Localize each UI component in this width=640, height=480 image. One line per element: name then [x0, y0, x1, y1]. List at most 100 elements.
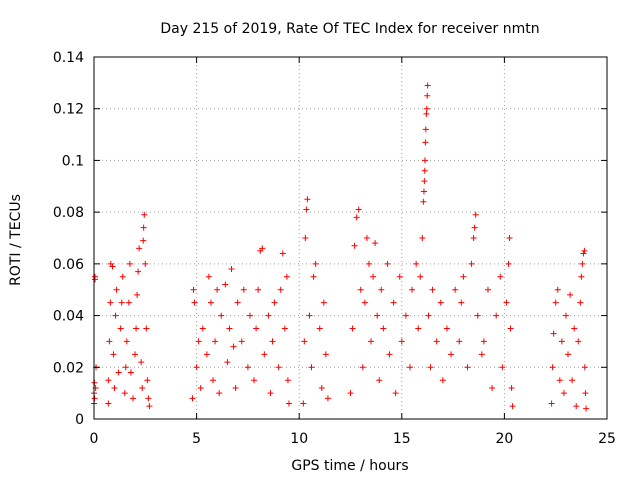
data-point	[197, 384, 204, 391]
data-point	[392, 390, 399, 397]
data-point	[112, 312, 119, 319]
data-point	[255, 286, 262, 293]
data-point	[214, 286, 221, 293]
data-point	[304, 196, 311, 203]
data-point	[554, 286, 561, 293]
y-tick-label: 0.04	[53, 309, 84, 325]
data-point	[111, 384, 118, 391]
data-point	[548, 400, 555, 407]
data-point	[413, 260, 420, 267]
data-point	[420, 198, 427, 205]
data-point	[301, 338, 308, 345]
data-point	[497, 273, 504, 280]
data-point	[306, 312, 313, 319]
y-tick-label: 0.14	[53, 50, 84, 66]
data-point	[484, 286, 491, 293]
data-point	[139, 384, 146, 391]
data-point	[419, 235, 426, 241]
data-point	[489, 384, 496, 391]
data-point	[140, 237, 147, 244]
data-point	[421, 157, 428, 164]
data-point	[374, 312, 381, 319]
data-point	[142, 260, 149, 267]
data-point	[244, 364, 251, 371]
data-point	[253, 325, 260, 332]
data-point	[226, 325, 233, 332]
data-point	[558, 338, 565, 345]
data-point	[269, 338, 276, 345]
x-tick-label: 20	[495, 431, 513, 447]
data-point	[275, 364, 282, 371]
data-point	[573, 403, 580, 410]
x-tick-label: 15	[393, 431, 411, 447]
data-point	[583, 405, 590, 412]
data-point	[91, 395, 98, 402]
x-tick-label: 5	[192, 431, 201, 447]
data-point	[320, 299, 327, 306]
data-point	[251, 377, 258, 384]
data-point	[133, 325, 140, 332]
data-point	[508, 384, 515, 391]
data-point	[422, 126, 429, 133]
data-point	[193, 364, 200, 371]
grid-lines	[94, 57, 607, 419]
plot-frame	[93, 56, 608, 420]
data-point	[316, 325, 323, 332]
data-point	[363, 235, 370, 241]
data-point	[129, 395, 136, 402]
data-point	[115, 369, 122, 376]
data-point	[110, 351, 117, 358]
data-point	[552, 299, 559, 306]
data-point	[429, 286, 436, 293]
data-point	[212, 338, 219, 345]
data-point	[578, 273, 585, 280]
data-point	[415, 325, 422, 332]
data-point	[285, 400, 292, 407]
data-point	[318, 384, 325, 391]
data-point	[417, 273, 424, 280]
data-point	[132, 351, 139, 358]
data-point	[470, 235, 477, 241]
data-point	[437, 299, 444, 306]
y-tick-label: 0	[75, 412, 84, 428]
x-axis-title: GPS time / hours	[291, 458, 408, 474]
data-point	[141, 211, 148, 218]
data-point	[480, 338, 487, 345]
data-point	[355, 206, 362, 213]
data-point	[409, 286, 416, 293]
data-point	[421, 167, 428, 174]
data-point	[396, 273, 403, 280]
data-point	[556, 377, 563, 384]
data-point	[232, 384, 239, 391]
data-point	[581, 247, 588, 254]
data-point	[199, 325, 206, 332]
data-point	[423, 110, 430, 117]
data-point	[92, 273, 99, 280]
data-point	[189, 395, 196, 402]
data-point	[384, 260, 391, 267]
chart-title: Day 215 of 2019, Rate Of TEC Index for r…	[160, 21, 539, 37]
data-point	[310, 273, 317, 280]
x-tick-label: 25	[598, 431, 616, 447]
data-point	[240, 286, 247, 293]
data-point	[478, 351, 485, 358]
data-point	[464, 364, 471, 371]
data-point	[122, 364, 129, 371]
data-point	[581, 364, 588, 371]
data-point	[238, 338, 245, 345]
data-point	[456, 338, 463, 345]
data-point	[205, 273, 212, 280]
data-point	[135, 268, 142, 275]
data-point	[402, 312, 409, 319]
data-point	[144, 377, 151, 384]
data-point	[386, 351, 393, 358]
x-tick-label: 10	[290, 431, 308, 447]
data-point	[509, 403, 516, 410]
data-point	[138, 359, 145, 366]
data-point	[117, 325, 124, 332]
data-point	[427, 364, 434, 371]
data-point	[284, 377, 291, 384]
data-point	[361, 299, 368, 306]
